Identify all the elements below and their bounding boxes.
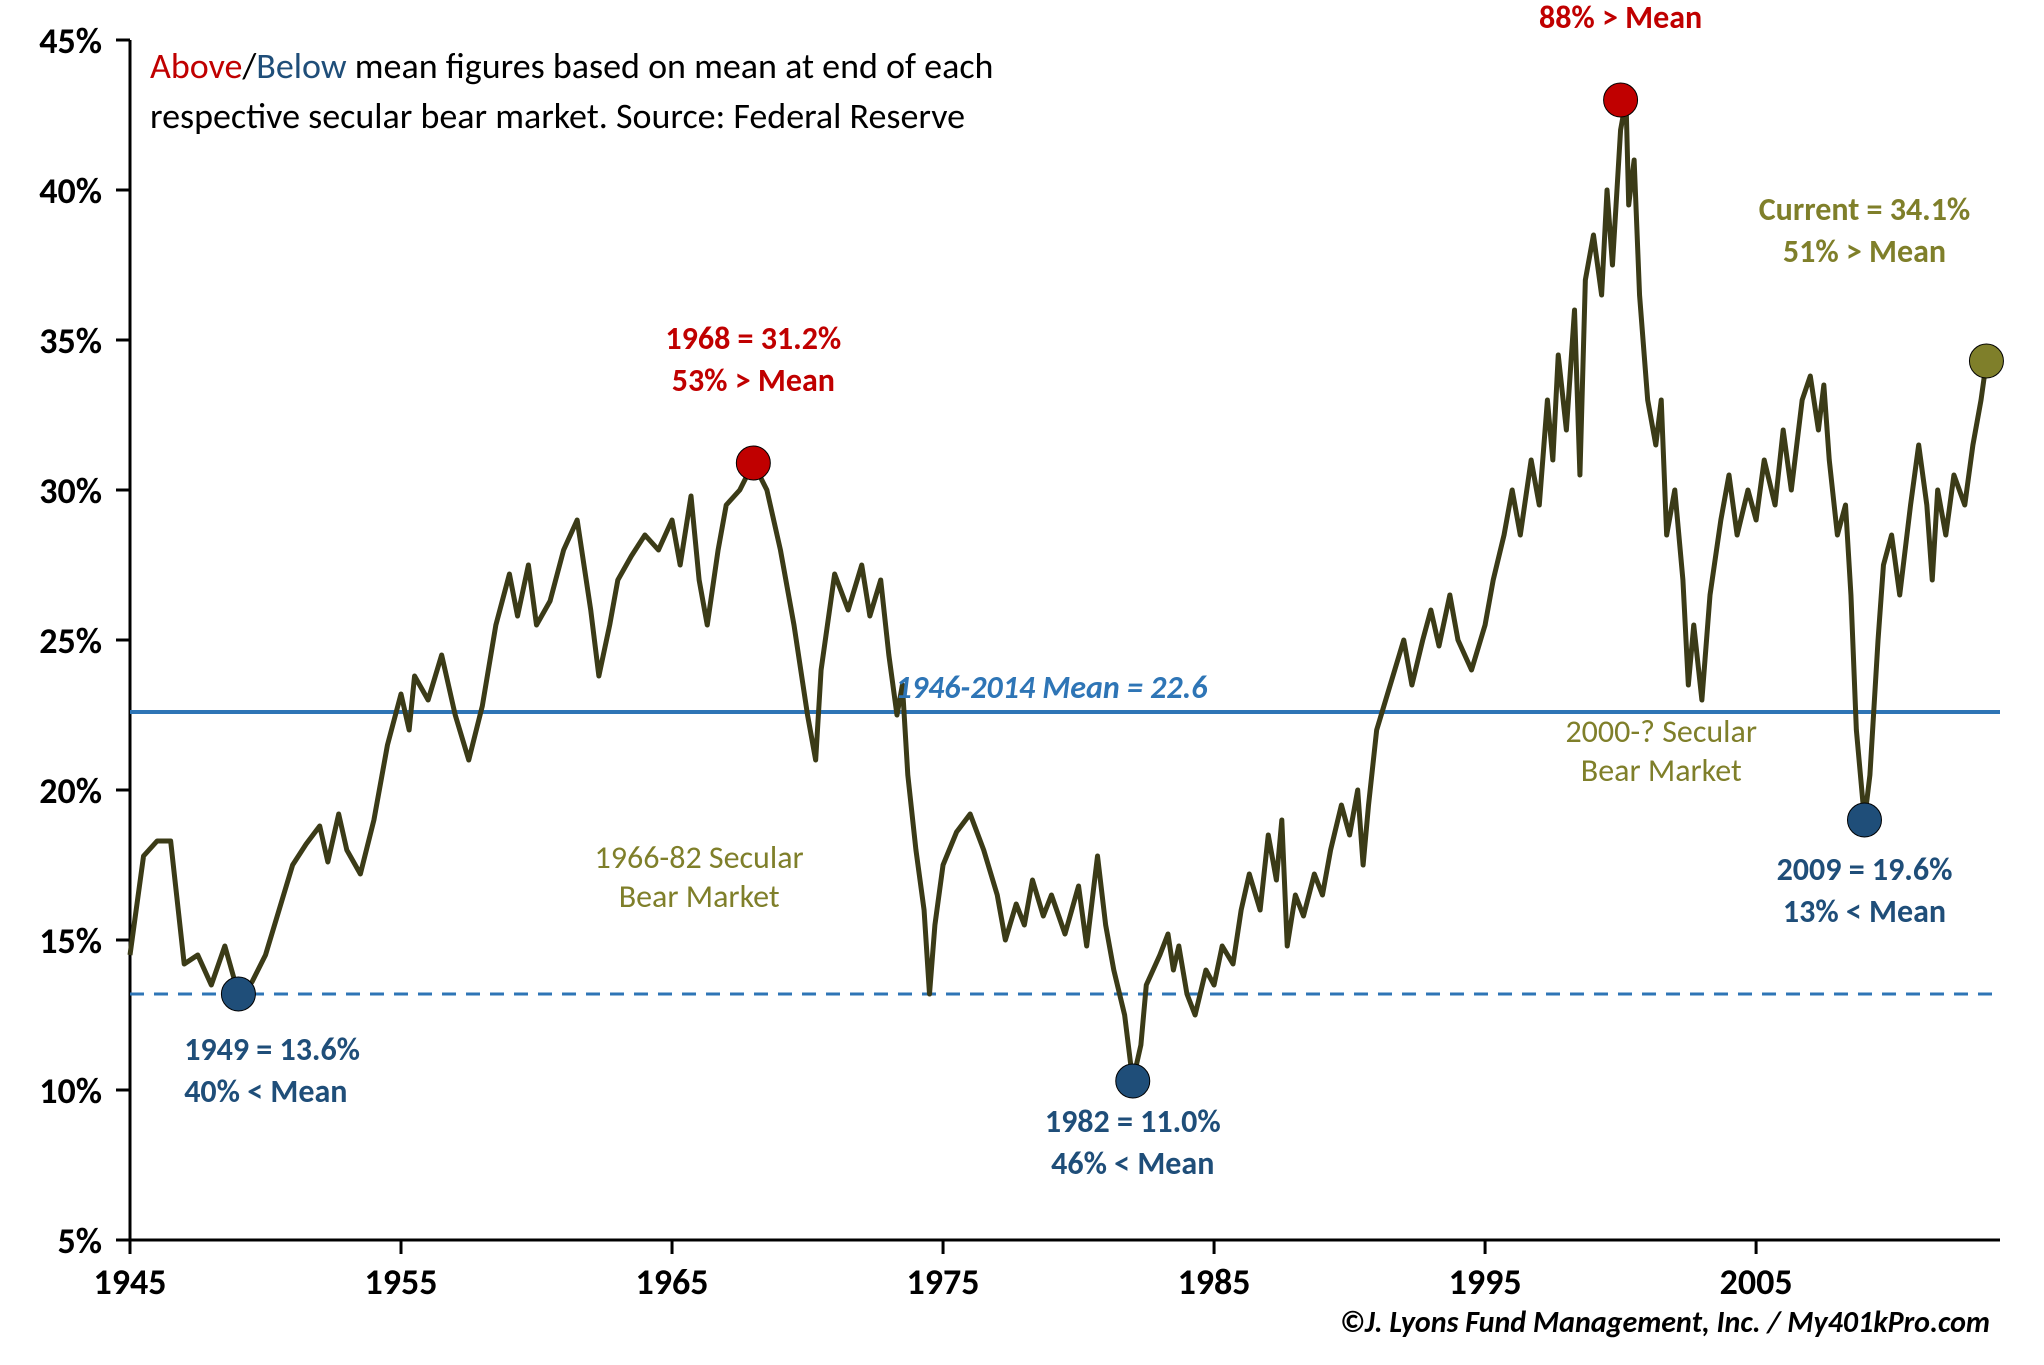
chart-caption: Above/Below mean figures based on mean a… (150, 44, 993, 88)
y-tick-label: 5% (58, 1219, 103, 1263)
annotation-m2009: 13% < Mean (1783, 892, 1946, 931)
series-line (130, 100, 1986, 1081)
bear-market-label: 1966-82 Secular (595, 838, 804, 877)
annotation-m1982: 1982 = 11.0% (1045, 1102, 1221, 1141)
x-tick-label: 1985 (1178, 1260, 1251, 1304)
marker-mCur (1969, 344, 2003, 378)
x-tick-label: 1965 (636, 1260, 709, 1304)
annotation-mCur: Current = 34.1% (1759, 190, 1971, 229)
y-tick-label: 30% (39, 469, 102, 513)
annotation-m1968: 1968 = 31.2% (665, 319, 841, 358)
annotation-mCur: 51% > Mean (1783, 232, 1946, 271)
y-tick-label: 15% (39, 919, 102, 963)
annotation-m2000: 88% > Mean (1539, 0, 1702, 37)
marker-m2009 (1847, 803, 1881, 837)
chart-caption: respective secular bear market. Source: … (150, 94, 965, 138)
marker-m1949 (221, 977, 255, 1011)
credit-text: ©J. Lyons Fund Management, Inc. / My401k… (1340, 1304, 1990, 1341)
x-tick-label: 1945 (94, 1260, 167, 1304)
y-tick-label: 35% (39, 319, 102, 363)
annotation-m1982: 46% < Mean (1051, 1144, 1214, 1183)
marker-m1968 (736, 446, 770, 480)
x-tick-label: 1955 (365, 1260, 438, 1304)
x-tick-label: 2005 (1720, 1260, 1793, 1304)
y-tick-label: 25% (39, 619, 102, 663)
y-tick-label: 20% (39, 769, 102, 813)
bear-market-label: Bear Market (619, 877, 780, 916)
bear-market-label: 2000-? Secular (1565, 712, 1757, 751)
marker-m2000 (1604, 83, 1638, 117)
x-tick-label: 1995 (1449, 1260, 1522, 1304)
y-tick-label: 40% (39, 169, 102, 213)
mean-label: 1946-2014 Mean = 22.6 (896, 668, 1208, 707)
annotation-m1968: 53% > Mean (672, 361, 835, 400)
marker-m1982 (1116, 1064, 1150, 1098)
x-tick-label: 1975 (907, 1260, 980, 1304)
bear-market-label: Bear Market (1581, 751, 1742, 790)
annotation-m2009: 2009 = 19.6% (1777, 850, 1953, 889)
y-tick-label: 10% (39, 1069, 102, 1113)
annotation-m1949: 1949 = 13.6% (184, 1030, 360, 1069)
y-tick-label: 45% (39, 19, 102, 63)
annotation-m1949: 40% < Mean (184, 1072, 347, 1111)
